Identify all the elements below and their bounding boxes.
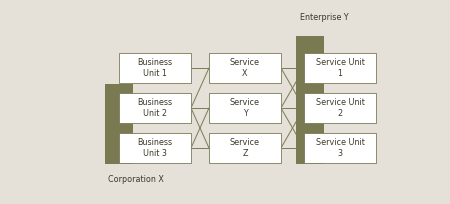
Text: Business
Unit 1: Business Unit 1 <box>137 58 172 78</box>
Bar <box>119 93 191 123</box>
Bar <box>304 133 376 163</box>
Text: Business
Unit 2: Business Unit 2 <box>137 98 172 118</box>
Text: Service Unit
3: Service Unit 3 <box>315 138 365 158</box>
Text: Service
Z: Service Z <box>230 138 260 158</box>
Text: Corporation X: Corporation X <box>108 175 164 184</box>
Text: Service Unit
2: Service Unit 2 <box>315 98 365 118</box>
Bar <box>105 84 133 164</box>
Bar <box>209 53 281 83</box>
Bar <box>209 133 281 163</box>
Bar <box>304 53 376 83</box>
Text: Service
X: Service X <box>230 58 260 78</box>
Text: Service Unit
1: Service Unit 1 <box>315 58 365 78</box>
Bar <box>209 93 281 123</box>
Bar <box>119 133 191 163</box>
Text: Business
Unit 3: Business Unit 3 <box>137 138 172 158</box>
Bar <box>296 36 324 164</box>
Bar <box>304 93 376 123</box>
Text: Enterprise Y: Enterprise Y <box>300 13 349 22</box>
Text: Service
Y: Service Y <box>230 98 260 118</box>
Bar <box>119 53 191 83</box>
